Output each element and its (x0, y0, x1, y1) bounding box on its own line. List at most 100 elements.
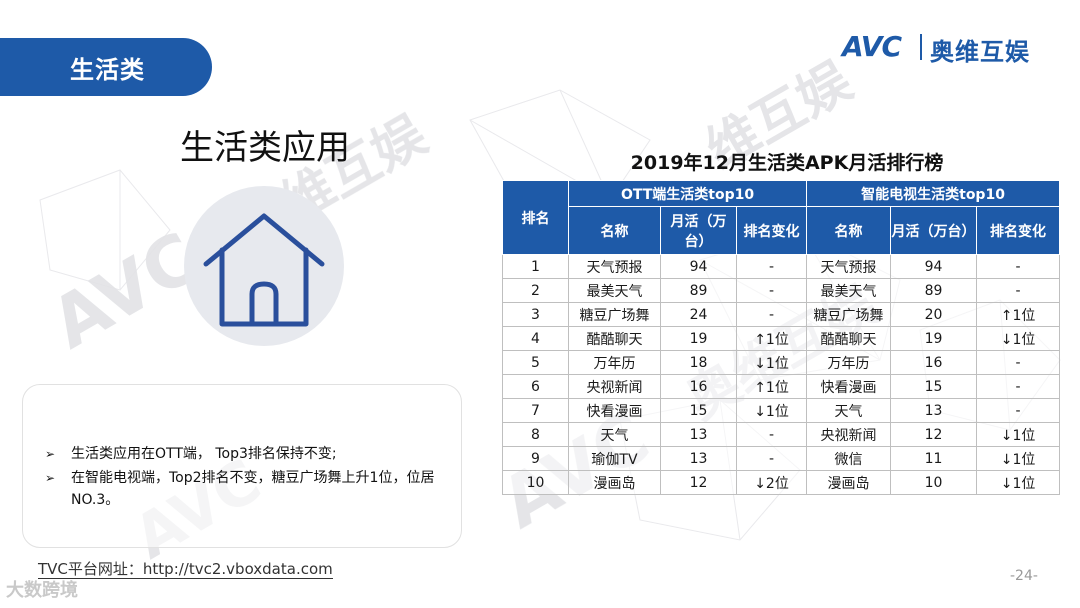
tv-change-cell: ↓1位 (976, 470, 1061, 495)
arrow-bullet-icon: ➢ (45, 471, 56, 485)
ott-mau-cell: 13 (660, 422, 737, 447)
ott-change-header: 排名变化 (735, 206, 808, 255)
summary-bullet-text: 生活类应用在OTT端， Top3排名保持不变; (71, 446, 337, 462)
ranking-table-body: 1 天气预报 94- 天气预报 94-2 最美天气 89- 最美天气 89-3 糖豆广场舞 24- 糖… (502, 254, 1061, 495)
ott-mau-header: 月活（万台） (660, 206, 737, 255)
tv-change-cell: ↓1位 (976, 326, 1061, 351)
ranking-table: 排名 OTT端生活类top10 智能电视生活类top10 名称 月活（万台） 排… (502, 180, 1061, 495)
tv-mau-cell: 12 (890, 422, 978, 447)
ott-name-cell: 瑜伽TV (568, 446, 661, 471)
page-number: -24- (1010, 568, 1038, 584)
ott-mau-cell: 24 (660, 302, 737, 327)
ott-change-cell: - (735, 254, 808, 279)
house-icon (203, 213, 325, 327)
ott-change-cell: ↑1位 (735, 374, 808, 399)
tv-name-cell: 漫画岛 (806, 470, 892, 495)
ott-change-cell: ↓2位 (735, 470, 808, 495)
tv-name-header: 名称 (806, 206, 892, 255)
summary-bullet-text: 在智能电视端，Top2排名不变，糖豆广场舞上升1位，位居NO.3。 (71, 470, 435, 508)
category-tab: 生活类 (0, 38, 212, 96)
rank-cell: 6 (502, 374, 569, 399)
tv-change-cell: ↓1位 (976, 422, 1061, 447)
summary-list: ➢ 生活类应用在OTT端， Top3排名保持不变; ➢ 在智能电视端，Top2排… (45, 443, 445, 513)
rank-header: 排名 (502, 180, 569, 255)
table-row: 4 酷酷聊天 19 ↑1位 酷酷聊天 19 ↓1位 (502, 326, 1061, 351)
tv-mau-cell: 94 (890, 254, 978, 279)
tv-change-cell: ↓1位 (976, 446, 1061, 471)
table-row: 5 万年历 18 ↓1位 万年历 16- (502, 350, 1061, 375)
ott-change-cell: - (735, 422, 808, 447)
ott-name-cell: 天气 (568, 422, 661, 447)
house-icon-circle (184, 186, 344, 346)
tv-mau-cell: 16 (890, 350, 978, 375)
brand-logo: AVC 奥维互娱 (842, 30, 1056, 66)
ott-name-cell: 万年历 (568, 350, 661, 375)
summary-bullet: ➢ 生活类应用在OTT端， Top3排名保持不变; (45, 443, 445, 465)
table-row: 7 快看漫画 15 ↓1位 天气 13- (502, 398, 1061, 423)
section-title: 生活类应用 (180, 128, 350, 168)
rank-cell: 8 (502, 422, 569, 447)
platform-url-link[interactable]: TVC平台网址：http://tvc2.vboxdata.com (38, 560, 333, 579)
rank-cell: 5 (502, 350, 569, 375)
ott-name-cell: 快看漫画 (568, 398, 661, 423)
tv-name-cell: 最美天气 (806, 278, 892, 303)
tv-mau-cell: 20 (890, 302, 978, 327)
ott-change-cell: - (735, 446, 808, 471)
category-tab-label: 生活类 (70, 56, 145, 84)
rank-cell: 9 (502, 446, 569, 471)
ott-mau-cell: 15 (660, 398, 737, 423)
rank-cell: 2 (502, 278, 569, 303)
tv-name-cell: 酷酷聊天 (806, 326, 892, 351)
ott-mau-cell: 89 (660, 278, 737, 303)
logo-latin-text: AVC (842, 30, 902, 63)
table-row: 6 央视新闻 16 ↑1位 快看漫画 15- (502, 374, 1061, 399)
rank-cell: 7 (502, 398, 569, 423)
tv-mau-cell: 10 (890, 470, 978, 495)
rank-cell: 10 (502, 470, 569, 495)
tv-change-header: 排名变化 (976, 206, 1061, 255)
summary-box: ➢ 生活类应用在OTT端， Top3排名保持不变; ➢ 在智能电视端，Top2排… (22, 384, 462, 548)
logo-chinese-text: 奥维互娱 (930, 38, 1030, 66)
ott-name-cell: 最美天气 (568, 278, 661, 303)
table-row: 3 糖豆广场舞 24- 糖豆广场舞 20 ↑1位 (502, 302, 1061, 327)
tv-name-cell: 糖豆广场舞 (806, 302, 892, 327)
ott-change-cell: ↓1位 (735, 398, 808, 423)
logo-separator (920, 34, 922, 60)
ott-mau-cell: 18 (660, 350, 737, 375)
table-title: 2019年12月生活类APK月活排行榜 (630, 152, 944, 174)
table-row: 1 天气预报 94- 天气预报 94- (502, 254, 1061, 279)
tv-name-cell: 快看漫画 (806, 374, 892, 399)
tv-name-cell: 微信 (806, 446, 892, 471)
ott-mau-cell: 19 (660, 326, 737, 351)
tv-mau-cell: 19 (890, 326, 978, 351)
tv-mau-header: 月活（万台） (890, 206, 978, 255)
tv-name-cell: 万年历 (806, 350, 892, 375)
arrow-bullet-icon: ➢ (45, 447, 56, 461)
ott-change-cell: ↑1位 (735, 326, 808, 351)
tv-mau-cell: 15 (890, 374, 978, 399)
tv-change-cell: ↑1位 (976, 302, 1061, 327)
tv-change-cell: - (976, 374, 1061, 399)
ott-name-cell: 糖豆广场舞 (568, 302, 661, 327)
tv-mau-cell: 13 (890, 398, 978, 423)
table-row: 9 瑜伽TV 13- 微信 11 ↓1位 (502, 446, 1061, 471)
tv-change-cell: - (976, 398, 1061, 423)
rank-cell: 3 (502, 302, 569, 327)
table-row: 8 天气 13- 央视新闻 12 ↓1位 (502, 422, 1061, 447)
ott-change-cell: ↓1位 (735, 350, 808, 375)
ott-mau-cell: 94 (660, 254, 737, 279)
ott-name-cell: 酷酷聊天 (568, 326, 661, 351)
table-row: 10 漫画岛 12 ↓2位 漫画岛 10 ↓1位 (502, 470, 1061, 495)
ott-name-cell: 天气预报 (568, 254, 661, 279)
tv-mau-cell: 11 (890, 446, 978, 471)
tv-name-cell: 央视新闻 (806, 422, 892, 447)
rank-cell: 4 (502, 326, 569, 351)
ott-change-cell: - (735, 302, 808, 327)
table-row: 2 最美天气 89- 最美天气 89- (502, 278, 1061, 303)
tv-group-header: 智能电视生活类top10 (806, 180, 1061, 207)
summary-bullet: ➢ 在智能电视端，Top2排名不变，糖豆广场舞上升1位，位居NO.3。 (45, 467, 445, 511)
tv-change-cell: - (976, 254, 1061, 279)
tv-name-cell: 天气预报 (806, 254, 892, 279)
ott-mau-cell: 16 (660, 374, 737, 399)
ott-change-cell: - (735, 278, 808, 303)
